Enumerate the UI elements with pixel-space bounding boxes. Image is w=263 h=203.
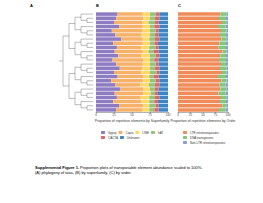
- svg-text:Proportion of repetitive eleme: Proportion of repetitive elements by Ord…: [171, 119, 237, 123]
- svg-text:(A) phylogeny of taxa, (B) by: (A) phylogeny of taxa, (B) by superfamil…: [35, 170, 131, 175]
- html-text:Supplemental Figure 1. Proport: Supplemental Figure 1. Proportion plots …: [35, 165, 204, 170]
- svg-text:50: 50: [130, 113, 134, 117]
- svg-text:Unknown: Unknown: [127, 136, 140, 140]
- svg-text:0: 0: [95, 113, 97, 117]
- svg-text:75: 75: [148, 113, 152, 117]
- svg-text:LINE: LINE: [142, 131, 149, 135]
- svg-text:Gypsy: Gypsy: [108, 131, 117, 135]
- svg-text:100: 100: [165, 113, 170, 117]
- svg-text:B: B: [96, 3, 99, 8]
- svg-text:75: 75: [214, 113, 218, 117]
- svg-text:Proportion of repetitive eleme: Proportion of repetitive elements by Sup…: [95, 119, 170, 123]
- svg-text:C: C: [178, 3, 181, 8]
- svg-text:100: 100: [225, 113, 230, 117]
- svg-text:DNA transposons: DNA transposons: [190, 136, 214, 140]
- svg-text:25: 25: [189, 113, 193, 117]
- svg-text:25: 25: [112, 113, 116, 117]
- svg-text:A: A: [30, 3, 33, 8]
- svg-text:50: 50: [201, 113, 205, 117]
- svg-text:LTR retrotransposons: LTR retrotransposons: [190, 131, 219, 135]
- svg-text:hAT: hAT: [158, 131, 163, 135]
- svg-text:Non-LTR retrotransposons: Non-LTR retrotransposons: [190, 141, 226, 145]
- svg-text:0: 0: [177, 113, 179, 117]
- svg-text:Copia: Copia: [126, 131, 134, 135]
- svg-text:CACTA: CACTA: [108, 136, 118, 140]
